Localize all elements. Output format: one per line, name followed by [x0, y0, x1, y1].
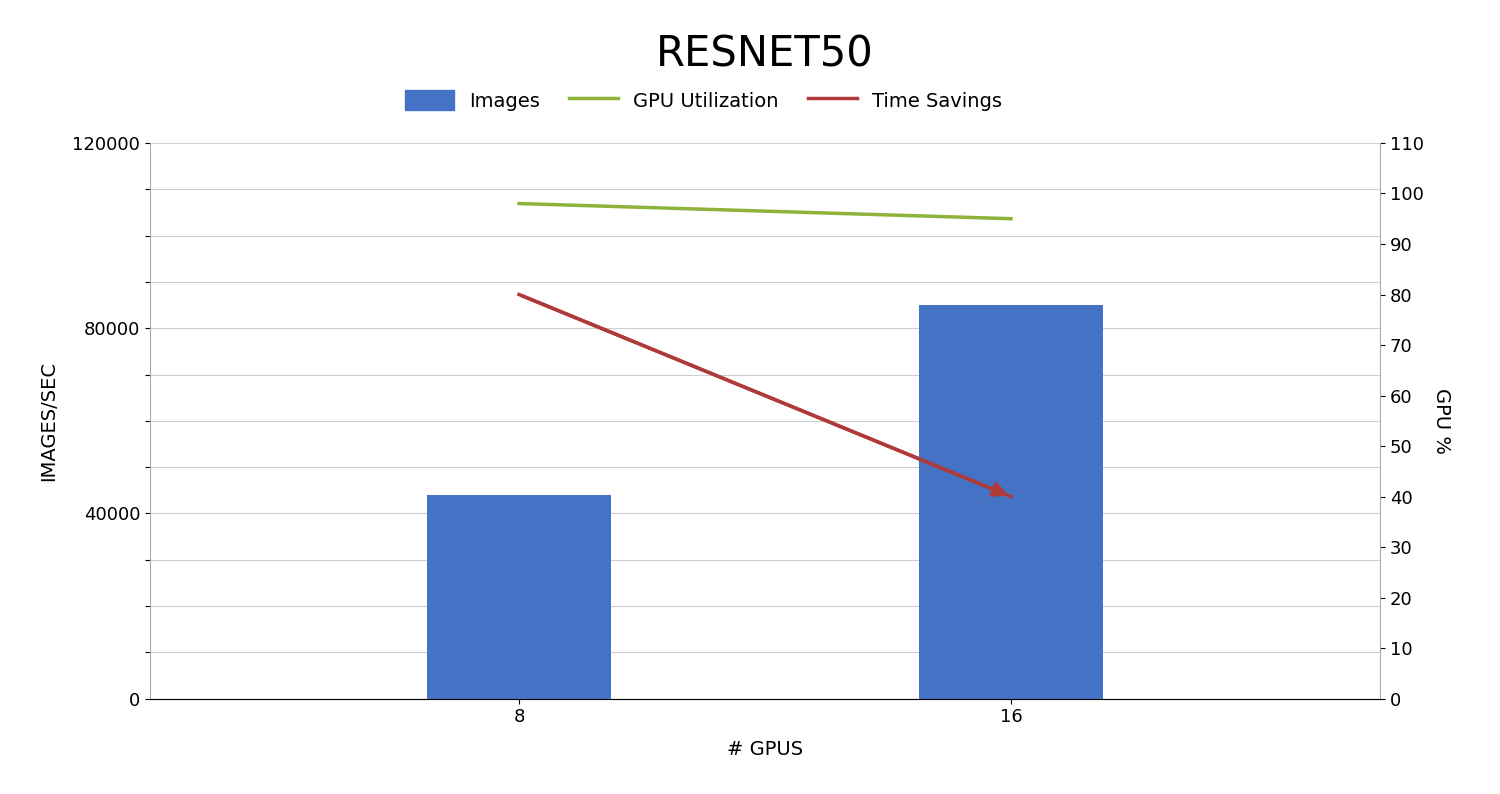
Y-axis label: GPU %: GPU %	[1432, 387, 1452, 454]
X-axis label: # GPUS: # GPUS	[728, 740, 803, 759]
Bar	[918, 305, 1102, 699]
Y-axis label: IMAGES/SEC: IMAGES/SEC	[39, 360, 58, 481]
Title: RESNET50: RESNET50	[656, 33, 874, 75]
Legend: Images, GPU Utilization, Time Savings: Images, GPU Utilization, Time Savings	[394, 80, 1012, 121]
Bar	[426, 495, 612, 699]
